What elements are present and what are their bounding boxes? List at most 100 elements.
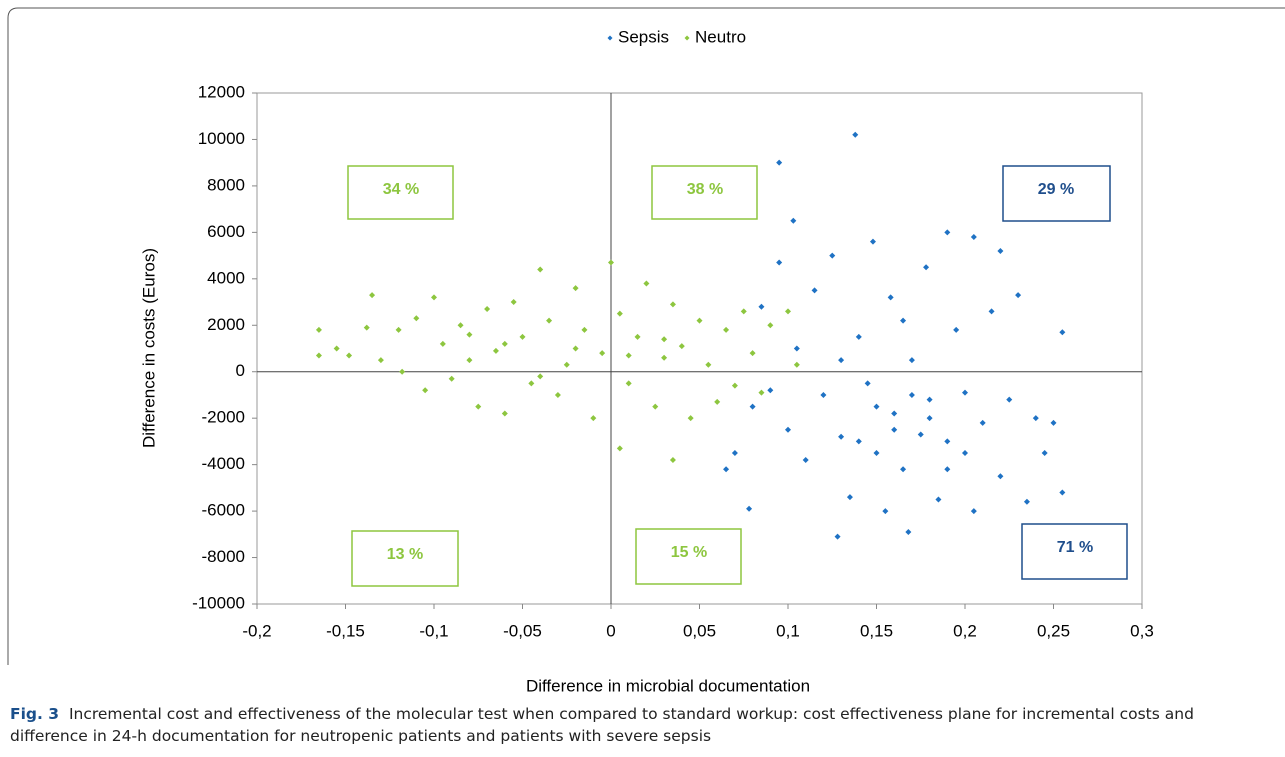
frame [7,7,1285,665]
point [723,326,730,333]
y-tick-label: 4000 [207,268,245,287]
point [705,361,712,368]
point [746,505,753,512]
x-tick-label: -0,1 [419,621,448,640]
point [793,345,800,352]
point [616,310,623,317]
point [439,340,446,347]
point [908,357,915,364]
x-tick-label: 0,1 [776,621,800,640]
point [1032,415,1039,422]
point [661,336,668,343]
annotation-box [351,530,459,587]
point [923,264,930,271]
point [1015,292,1022,299]
point [581,326,588,333]
y-tick-label: -8000 [202,547,245,566]
point [869,238,876,245]
point [758,303,765,310]
annotation-text: 29 % [1038,181,1074,198]
point [652,403,659,410]
point [926,396,933,403]
point [315,326,322,333]
x-tick-label: -0,2 [242,621,271,640]
point [333,345,340,352]
x-tick-label: 0,2 [953,621,977,640]
y-tick-label: 6000 [207,222,245,241]
point [852,131,859,138]
point [431,294,437,301]
point [413,315,420,322]
point [563,361,570,368]
x-tick-label: 0,15 [860,621,893,640]
point [873,403,880,410]
chart: Difference in costs (Euros) Difference i… [7,7,1285,695]
point [395,326,402,333]
annotation-box [1002,165,1111,222]
point [834,533,841,540]
point [731,450,738,457]
point [510,299,517,306]
y-axis-label: Difference in costs (Euros) [139,248,158,448]
point [625,352,632,359]
point [944,229,951,236]
point [687,415,694,422]
point [422,387,429,394]
point [546,317,553,324]
point [793,361,800,368]
y-tick-label: 10000 [198,129,245,148]
point [749,403,756,410]
x-axis-label: Difference in microbial documentation [526,676,810,695]
point [908,391,915,398]
point [785,308,791,315]
point [377,357,384,364]
point [776,159,783,166]
legend-label: Neutro [695,27,746,46]
y-tick-label: 12000 [198,82,245,101]
point [891,426,898,433]
point [634,333,641,340]
point [466,357,473,364]
point [905,528,912,535]
point [669,456,676,463]
annotation-text: 71 % [1057,539,1093,556]
point [731,382,738,389]
point [988,308,995,315]
y-tick-label: -4000 [202,454,245,473]
point [887,294,894,301]
x-tick-label: 0,05 [683,621,716,640]
point [492,347,499,354]
point [767,322,774,329]
point [466,331,473,338]
point [997,247,1004,254]
point [864,380,871,387]
annotation-text: 13 % [387,546,423,563]
point [749,350,756,357]
point [346,352,353,359]
point [1059,329,1066,336]
annotation-box [635,528,742,585]
point [855,333,862,340]
point [802,456,809,463]
point [448,375,455,382]
point [369,292,376,299]
point [678,343,685,350]
point [696,317,703,324]
point [776,259,783,266]
point [625,380,632,387]
point [740,308,747,315]
point [846,494,853,501]
point [917,431,924,438]
point [1059,489,1066,496]
x-tick-label: 0,3 [1130,621,1154,640]
caption-label: Fig. 3 [10,705,60,723]
annotation-text: 34 % [383,181,419,198]
point [616,445,623,452]
point [661,354,668,361]
point [590,415,597,422]
point [1006,396,1013,403]
annotation-box [347,165,454,220]
caption: Fig. 3 Incremental cost and effectivenes… [10,703,1275,747]
point [944,466,951,473]
point [537,266,544,273]
